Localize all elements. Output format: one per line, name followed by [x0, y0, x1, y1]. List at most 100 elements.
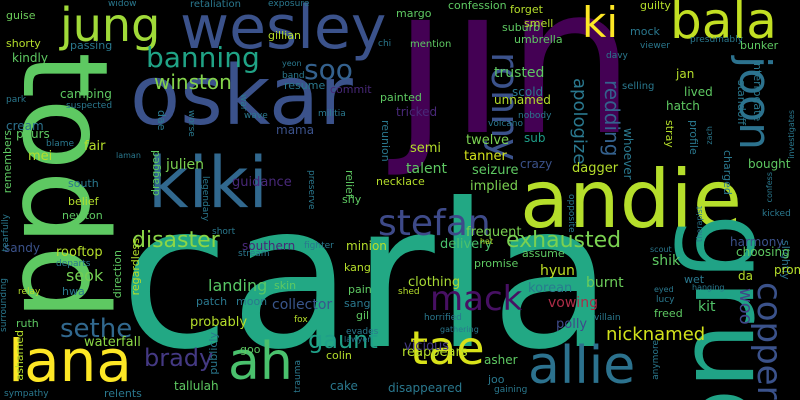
word: woo — [735, 288, 756, 325]
word: copper — [749, 282, 789, 400]
word: twelve — [466, 133, 510, 148]
word: redding — [600, 80, 624, 157]
word: opposite — [566, 194, 576, 233]
word: guise — [6, 9, 36, 22]
word: fox — [294, 315, 308, 325]
word: laman — [116, 151, 141, 160]
word: scout — [650, 245, 672, 254]
word: resume — [284, 79, 326, 92]
word: gaunt — [308, 326, 378, 354]
word: widow — [108, 0, 137, 9]
word: direction — [111, 250, 124, 299]
word: blame — [46, 139, 75, 149]
word: jung — [60, 0, 161, 52]
word: yeon — [282, 59, 302, 68]
word: sub — [524, 131, 546, 145]
word: remembers — [1, 130, 14, 194]
word: delivery — [440, 237, 493, 252]
word: ruth — [16, 317, 39, 330]
word: margo — [396, 7, 432, 20]
word: charged — [721, 150, 734, 195]
word: viewer — [640, 41, 670, 51]
word: todd — [0, 52, 134, 321]
word: relay — [18, 287, 41, 297]
word: mama — [276, 123, 315, 137]
word: necklace — [376, 175, 425, 188]
word: gil — [356, 309, 370, 322]
word: profile — [687, 120, 700, 155]
word: andie — [520, 153, 742, 246]
word: fighter — [304, 241, 334, 251]
word: suburb — [502, 21, 541, 34]
word: guidance — [232, 175, 292, 190]
word: implied — [470, 179, 519, 194]
word: scold — [512, 85, 544, 99]
word: allie — [528, 336, 636, 396]
word: seok — [66, 266, 104, 285]
word: jan — [676, 67, 695, 81]
word: ronny — [483, 52, 527, 161]
word: umbrella — [514, 33, 563, 46]
word: publicly — [207, 332, 220, 375]
word: disappeared — [388, 381, 463, 395]
word: preserve — [306, 170, 316, 210]
word: pain — [348, 283, 372, 296]
word: promise — [474, 257, 519, 270]
word: ah — [228, 332, 293, 392]
word: therapist — [695, 206, 704, 242]
word: shed — [398, 287, 420, 297]
word: winston — [154, 70, 232, 94]
word: apologize — [569, 78, 590, 165]
word: selling — [622, 81, 655, 92]
word: hyun — [540, 263, 575, 279]
word: shorty — [6, 37, 41, 50]
word: horrified — [424, 313, 462, 323]
word: burnt — [586, 275, 624, 291]
word: southern — [242, 239, 296, 253]
word: hwa — [62, 285, 85, 298]
word: exhausted — [506, 228, 622, 253]
word: dagger — [572, 161, 619, 176]
word: surrounding — [0, 278, 9, 332]
word: wave — [244, 111, 268, 121]
word: kang — [344, 261, 371, 274]
word: passing — [70, 39, 113, 52]
word: patch — [196, 295, 228, 308]
word: gathering — [440, 325, 479, 334]
word: kit — [698, 299, 716, 315]
word: bunker — [740, 39, 779, 52]
word: mei — [28, 149, 53, 164]
word: whoever — [621, 128, 635, 180]
word: gaining — [494, 385, 528, 395]
word: presumably — [690, 35, 743, 45]
word: mention — [410, 39, 452, 50]
word: hanging — [692, 283, 725, 292]
word: departs — [56, 259, 91, 269]
word: tricked — [396, 105, 438, 119]
word: nicknamed — [606, 324, 706, 345]
word: confess — [765, 172, 774, 203]
word: commit — [330, 83, 372, 96]
word: relents — [104, 387, 142, 400]
word: chi — [378, 39, 392, 49]
word: asher — [484, 353, 518, 367]
word: bala — [670, 0, 777, 50]
word: anymore — [651, 340, 661, 380]
word: seizure — [472, 163, 519, 178]
word: sandy — [4, 241, 40, 255]
word: ashamed — [13, 330, 26, 381]
word: tanner — [464, 149, 507, 164]
word: newton — [62, 209, 103, 222]
word: disaster — [132, 228, 220, 253]
word: sympathy — [4, 389, 49, 399]
word: war — [238, 94, 248, 111]
word: lana — [8, 327, 132, 395]
word: interrogate — [751, 60, 764, 122]
word: slightly — [779, 240, 792, 280]
word: kiki — [148, 142, 268, 224]
word: confession — [448, 0, 507, 12]
word: regardless — [129, 238, 142, 296]
word: assume — [522, 247, 565, 260]
word: sethe — [60, 314, 133, 344]
